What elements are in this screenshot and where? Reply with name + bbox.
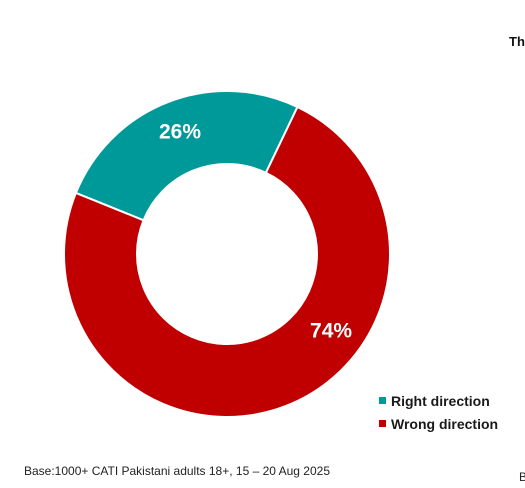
legend-item-wrong-direction: Wrong direction bbox=[379, 412, 498, 435]
chart-legend: Right direction Wrong direction bbox=[379, 389, 498, 435]
donut-label-wrong-direction: 74% bbox=[310, 319, 352, 342]
cut-off-title-fragment: Th bbox=[509, 34, 525, 49]
donut-slice-wrong-direction bbox=[63, 105, 391, 418]
legend-swatch-wrong-direction bbox=[379, 420, 386, 427]
donut-slices bbox=[63, 90, 391, 418]
cut-off-footnote-fragment: B bbox=[519, 470, 525, 484]
donut-slice-labels: 26% 74% bbox=[159, 120, 352, 342]
legend-swatch-right-direction bbox=[379, 397, 386, 404]
legend-label-wrong-direction: Wrong direction bbox=[391, 415, 499, 432]
base-footnote: Base:1000+ CATI Pakistani adults 18+, 15… bbox=[24, 464, 330, 478]
legend-item-right-direction: Right direction bbox=[379, 389, 498, 412]
legend-label-right-direction: Right direction bbox=[391, 392, 490, 409]
donut-slice-right-direction bbox=[74, 90, 299, 222]
donut-label-right-direction: 26% bbox=[159, 120, 201, 143]
